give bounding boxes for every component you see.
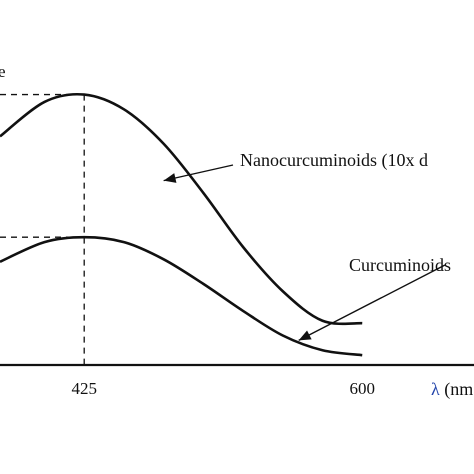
guide-lines — [0, 93, 85, 365]
x-axis-label-lambda: λ — [431, 379, 440, 399]
chart-series-group — [0, 92, 363, 357]
series-curve-nanocurcuminoids — [0, 92, 363, 326]
annotation-arrow-line-1 — [298, 264, 446, 342]
annotation-arrow-head-1 — [298, 330, 312, 341]
series-label-nanocurcuminoids: Nanocurcuminoids (10x d — [240, 150, 428, 171]
x-tick-label-425: 425 — [71, 379, 97, 398]
x-axis-label-unit: (nm — [440, 379, 474, 400]
series-label-curcuminoids: Curcuminoids — [349, 255, 451, 275]
series-curve-curcuminoids — [0, 235, 363, 357]
annotation-arrows — [163, 164, 446, 342]
y-axis-label-fragment: e — [0, 62, 6, 81]
annotation-arrow-head-0 — [163, 173, 177, 183]
x-axis-label: λ (nm — [431, 379, 473, 400]
x-tick-label-600: 600 — [349, 379, 375, 398]
